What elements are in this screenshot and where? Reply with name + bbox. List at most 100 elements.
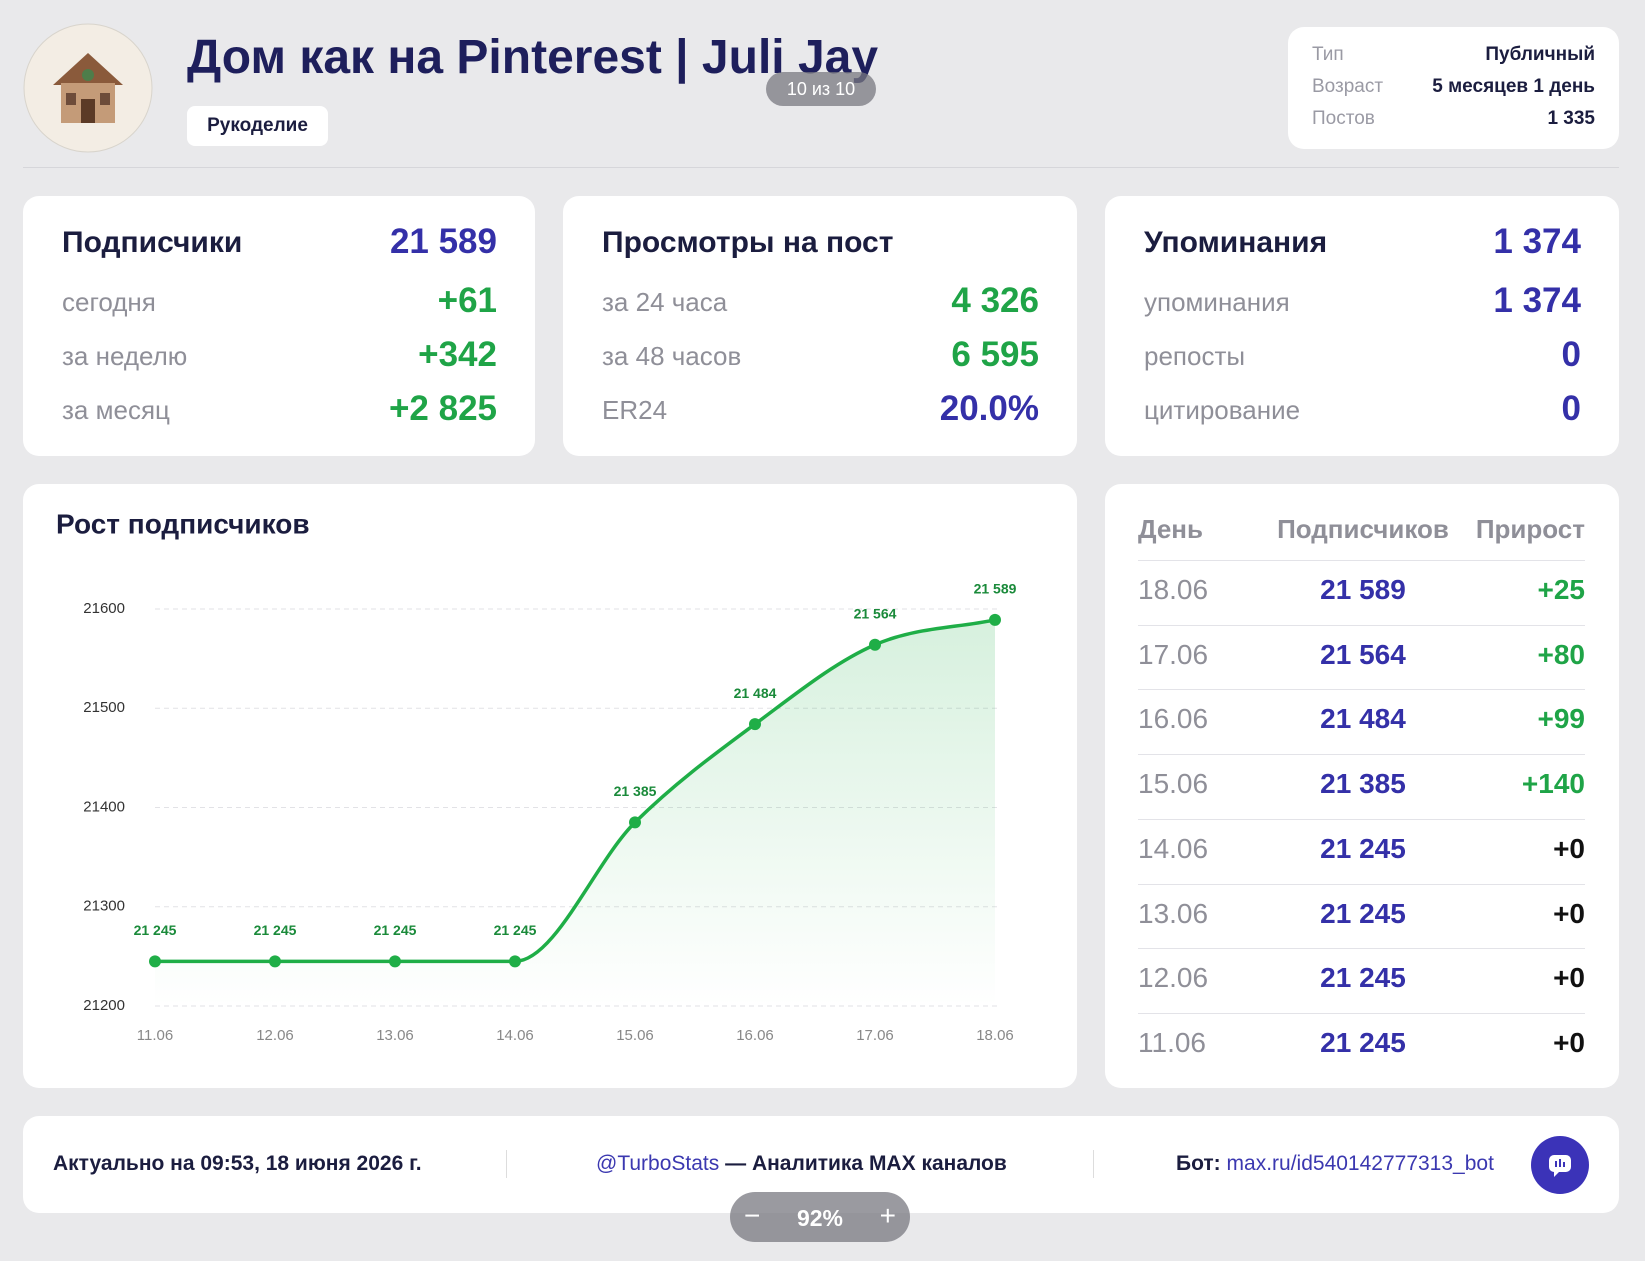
zoom-in[interactable]: + (879, 1200, 896, 1231)
row-subscribers: 21 484 (1320, 703, 1406, 735)
row-day: 14.06 (1138, 832, 1209, 864)
card-title: Подписчики (62, 226, 243, 259)
row-subscribers: 21 245 (1320, 832, 1406, 864)
row-separator (1138, 689, 1585, 691)
x-tick-label: 11.06 (137, 1027, 173, 1044)
row-day: 13.06 (1138, 897, 1209, 929)
table-header: Подписчиков (1277, 514, 1449, 544)
row-separator (1138, 948, 1585, 950)
zoom-out[interactable]: − (744, 1200, 761, 1231)
data-label: 21 385 (614, 783, 657, 799)
stat-card: Подписчики 21 589 сегодня +61 за неделю … (23, 196, 535, 456)
row-label: за месяц (62, 395, 170, 425)
row-label: упоминания (1144, 287, 1290, 317)
y-tick-label: 21400 (83, 798, 125, 815)
row-label: за 48 часов (602, 341, 742, 371)
row-value: +61 (437, 281, 497, 320)
row-subscribers: 21 564 (1320, 638, 1406, 670)
info-value: 1 335 (1547, 108, 1595, 129)
data-label: 21 484 (734, 685, 777, 701)
x-tick-label: 12.06 (256, 1027, 294, 1044)
chart-title: Рост подписчиков (56, 508, 310, 539)
data-label: 21 564 (854, 605, 897, 621)
tagline-text: — Аналитика MAX каналов (725, 1152, 1007, 1175)
row-label: репосты (1144, 341, 1246, 371)
row-label: сегодня (62, 287, 156, 317)
zoom-level: 92% (796, 1205, 844, 1231)
info-card: Тип Публичный Возраст 5 месяцев 1 день П… (1288, 27, 1619, 149)
row-separator (1138, 818, 1585, 820)
x-tick-label: 17.06 (856, 1027, 894, 1044)
point (269, 955, 281, 968)
point (749, 718, 761, 731)
point (509, 955, 521, 968)
channel-title: Дом как на Pinterest | Juli Jay (187, 31, 879, 84)
table-header: День (1138, 514, 1203, 544)
row-value: 20.0% (939, 389, 1039, 428)
row-growth: +0 (1553, 962, 1585, 994)
category-tag[interactable]: Рукоделие (187, 106, 328, 146)
updated-at: Актуально на 09:53, 18 июня 2026 г. (53, 1152, 422, 1175)
card-total: 1 374 (1493, 222, 1581, 261)
row-value: 0 (1561, 389, 1581, 428)
y-tick-label: 21600 (83, 600, 125, 617)
row-day: 17.06 (1138, 638, 1209, 670)
x-tick-label: 14.06 (496, 1027, 534, 1044)
table-card: День Подписчиков Прирост (1105, 484, 1619, 1088)
stat-card: Просмотры на пост за 24 часа 4 326 за 48… (563, 196, 1077, 456)
info-label: Возраст (1312, 76, 1384, 97)
row-growth: +0 (1553, 832, 1585, 864)
info-value: 5 месяцев 1 день (1432, 76, 1595, 97)
row-label: за неделю (62, 341, 188, 371)
image-counter: 10 из 10 (766, 72, 876, 106)
data-label: 21 245 (374, 922, 417, 938)
x-tick-label: 18.06 (976, 1027, 1014, 1044)
point (869, 638, 881, 651)
row-growth: +0 (1553, 1026, 1585, 1058)
row-label: ER24 (602, 395, 668, 425)
point (629, 816, 641, 829)
card-title: Просмотры на пост (602, 226, 894, 259)
row-separator (1138, 883, 1585, 885)
info-value: Публичный (1485, 44, 1595, 65)
chat-button[interactable] (1530, 1135, 1590, 1195)
data-label: 21 589 (974, 581, 1017, 597)
bot-link[interactable]: max.ru/id540142777313_bot (1226, 1152, 1494, 1175)
row-separator (1138, 754, 1585, 756)
row-subscribers: 21 589 (1320, 574, 1406, 605)
row-subscribers: 21 385 (1320, 768, 1406, 800)
x-tick-label: 15.06 (616, 1027, 654, 1044)
stat-card: Упоминания 1 374 упоминания 1 374 репост… (1105, 196, 1619, 456)
row-separator (1138, 624, 1585, 626)
row-subscribers: 21 245 (1320, 962, 1406, 994)
row-separator (1138, 1012, 1585, 1014)
row-growth: +0 (1553, 897, 1585, 929)
x-tick-label: 16.06 (736, 1027, 774, 1044)
row-label: за 24 часа (602, 287, 728, 317)
tagline: @TurboStats — Аналитика MAX каналов (596, 1152, 1007, 1176)
line (155, 618, 996, 964)
card-title: Упоминания (1144, 226, 1328, 259)
divider (23, 167, 1619, 168)
handle-link[interactable]: @TurboStats (596, 1152, 720, 1175)
point (389, 955, 401, 968)
row-subscribers: 21 245 (1320, 1026, 1406, 1058)
row-value: +342 (418, 335, 497, 374)
row-value: 1 374 (1493, 281, 1581, 320)
row-growth: +140 (1521, 768, 1585, 800)
row-value: 6 595 (951, 335, 1039, 374)
card-total: 21 589 (389, 222, 497, 261)
footer-sep (506, 1150, 507, 1178)
row-value: 4 326 (951, 281, 1039, 320)
row-day: 18.06 (1138, 574, 1209, 605)
point (989, 613, 1001, 626)
row-subscribers: 21 245 (1320, 897, 1406, 929)
footer-sep (1093, 1150, 1094, 1178)
point (149, 955, 161, 968)
row-label: цитирование (1144, 395, 1301, 425)
info-label: Тип (1312, 44, 1344, 65)
avatar (23, 23, 153, 153)
data-label: 21 245 (134, 922, 177, 938)
bot-label: Бот: (1176, 1152, 1221, 1175)
